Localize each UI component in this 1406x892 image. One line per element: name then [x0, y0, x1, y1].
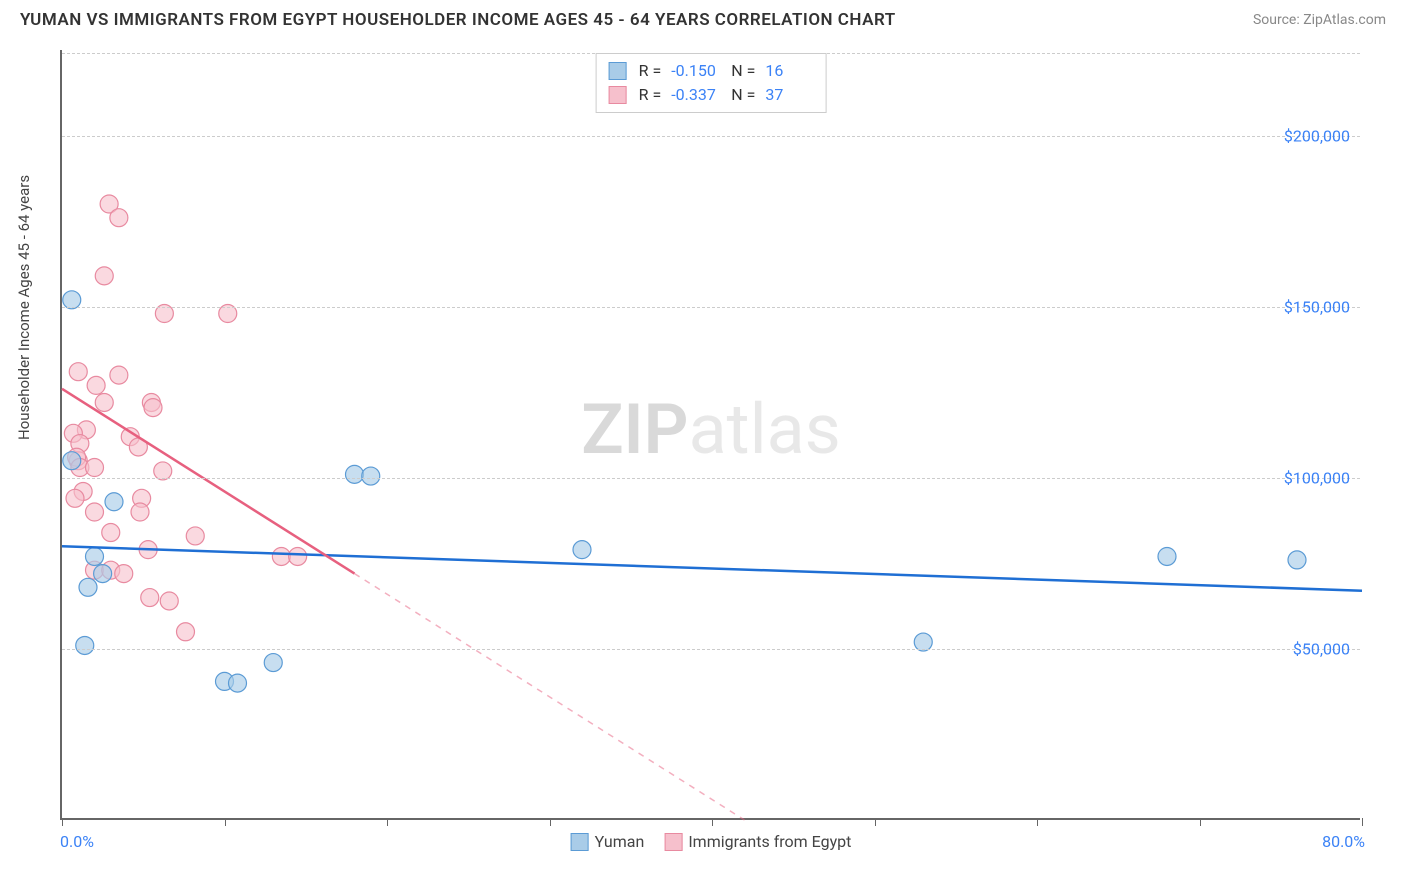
data-point [102, 524, 120, 542]
data-point [86, 547, 104, 565]
x-max-label: 80.0% [1322, 832, 1365, 851]
chart-title: YUMAN VS IMMIGRANTS FROM EGYPT HOUSEHOLD… [20, 10, 896, 30]
data-point [95, 393, 113, 411]
x-tick [387, 818, 388, 826]
data-point [346, 465, 364, 483]
data-point [160, 592, 178, 610]
data-point [141, 589, 159, 607]
header: YUMAN VS IMMIGRANTS FROM EGYPT HOUSEHOLD… [20, 10, 1386, 30]
data-point [177, 623, 195, 641]
data-point [272, 547, 290, 565]
data-point [87, 376, 105, 394]
data-point [362, 467, 380, 485]
data-point [144, 399, 162, 417]
legend-stats: R = -0.150 N = 16 R = -0.337 N = 37 [596, 53, 827, 113]
y-tick-label: $100,000 [1284, 468, 1350, 487]
gridline [62, 307, 1360, 308]
swatch-egypt-bottom [664, 833, 682, 851]
data-point [573, 541, 591, 559]
data-point [1288, 551, 1306, 569]
gridline [62, 649, 1360, 650]
chart-svg [62, 50, 1362, 820]
x-tick [1362, 818, 1363, 826]
data-point [66, 489, 84, 507]
x-min-label: 0.0% [60, 832, 94, 851]
legend-item-yuman: Yuman [571, 832, 645, 851]
y-axis-label: Householder Income Ages 45 - 64 years [15, 175, 33, 440]
source-label: Source: ZipAtlas.com [1253, 12, 1386, 28]
gridline [62, 478, 1360, 479]
swatch-yuman [609, 62, 627, 80]
gridline [62, 136, 1360, 137]
legend-row-yuman: R = -0.150 N = 16 [609, 59, 814, 83]
x-tick [550, 818, 551, 826]
x-tick [1200, 818, 1201, 826]
data-point [79, 578, 97, 596]
data-point [115, 565, 133, 583]
swatch-yuman-bottom [571, 833, 589, 851]
x-tick [1037, 818, 1038, 826]
x-tick [712, 818, 713, 826]
data-point [110, 209, 128, 227]
regression-line [62, 389, 355, 574]
data-point [63, 452, 81, 470]
data-point [105, 493, 123, 511]
data-point [264, 654, 282, 672]
legend-row-egypt: R = -0.337 N = 37 [609, 83, 814, 107]
y-tick-label: $150,000 [1284, 297, 1350, 316]
data-point [86, 503, 104, 521]
data-point [110, 366, 128, 384]
data-point [86, 459, 104, 477]
legend-item-egypt: Immigrants from Egypt [664, 832, 851, 851]
data-point [95, 267, 113, 285]
legend-label-egypt: Immigrants from Egypt [688, 832, 851, 851]
x-tick [62, 818, 63, 826]
data-point [186, 527, 204, 545]
data-point [69, 363, 87, 381]
plot-area: ZIPatlas R = -0.150 N = 16 R = -0.337 N … [60, 50, 1360, 820]
data-point [229, 674, 247, 692]
x-tick [875, 818, 876, 826]
x-tick [225, 818, 226, 826]
swatch-egypt [609, 86, 627, 104]
data-point [131, 503, 149, 521]
legend-series: Yuman Immigrants from Egypt [571, 832, 852, 851]
data-point [94, 565, 112, 583]
legend-label-yuman: Yuman [595, 832, 645, 851]
y-tick-label: $200,000 [1284, 126, 1350, 145]
data-point [76, 636, 94, 654]
regression-line-dashed [355, 574, 745, 820]
data-point [1158, 547, 1176, 565]
y-tick-label: $50,000 [1293, 639, 1350, 658]
data-point [289, 547, 307, 565]
